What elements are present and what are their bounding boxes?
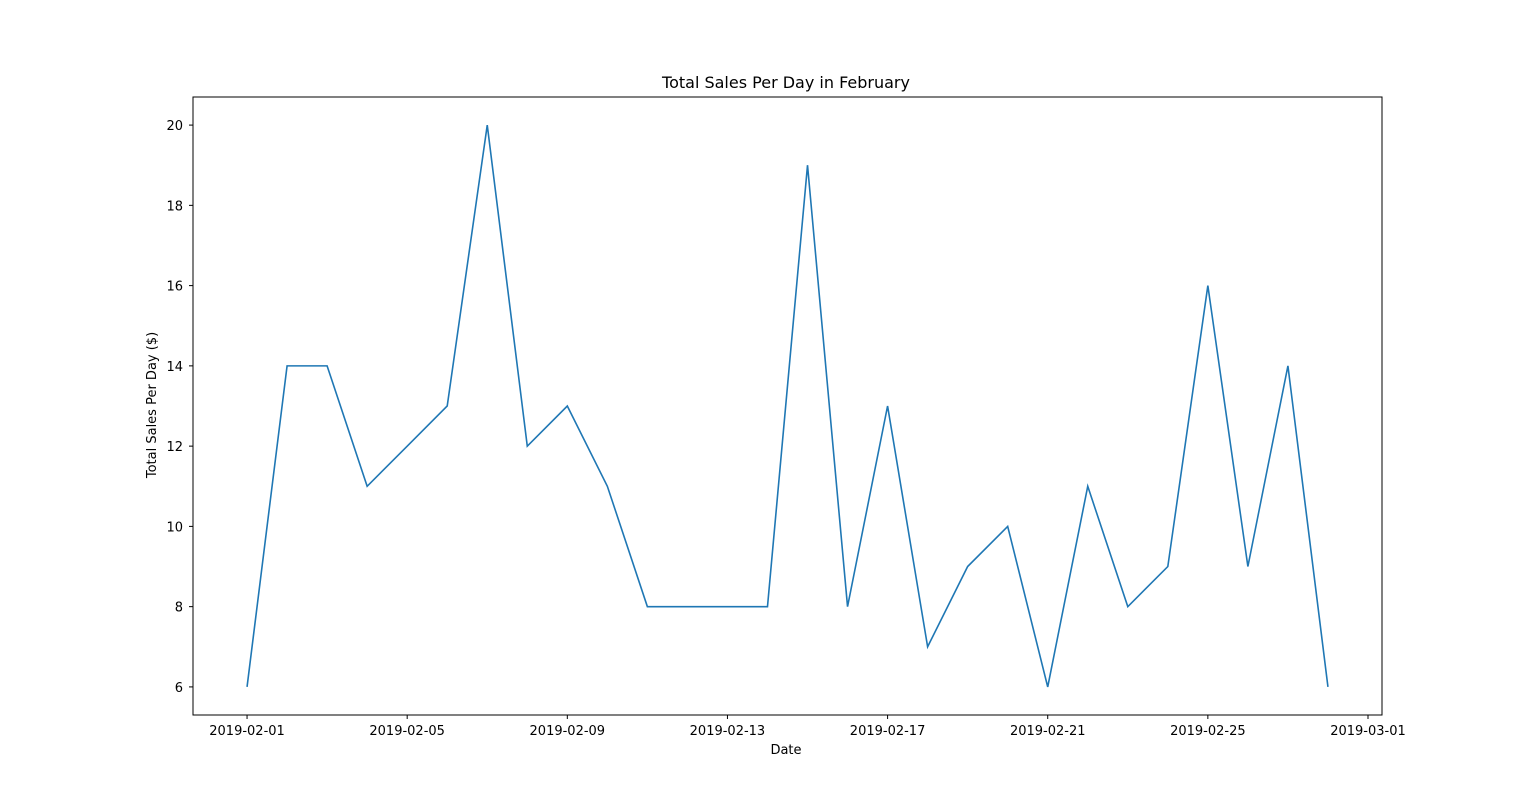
y-tick-label: 20 — [166, 119, 183, 134]
series-line — [246, 124, 1329, 688]
x-axis-title: Date — [770, 743, 801, 758]
x-tick-label: 2019-02-17 — [850, 724, 926, 739]
y-tick-label: 10 — [166, 520, 183, 535]
x-tick-label: 2019-02-05 — [369, 724, 445, 739]
x-tick-label: 2019-02-09 — [530, 724, 606, 739]
y-tick-label: 12 — [166, 440, 183, 455]
y-tick-label: 8 — [175, 601, 183, 616]
y-tick-label: 14 — [166, 360, 183, 375]
x-tick-label: 2019-02-21 — [1010, 724, 1086, 739]
plot-area: 6 8 10 12 14 16 18 20 2019-02-01 2019-02-05 2019-0… — [166, 96, 1406, 739]
y-tick-label: 16 — [166, 280, 183, 295]
chart-title: Total Sales Per Day in February — [661, 73, 910, 92]
y-tick-label: 6 — [175, 681, 183, 696]
plot-frame — [192, 96, 1383, 716]
x-tick-label: 2019-02-13 — [690, 724, 766, 739]
y-axis-title: Total Sales Per Day ($) — [145, 332, 160, 479]
y-tick-label: 18 — [166, 199, 183, 214]
x-tick-label: 2019-03-01 — [1330, 724, 1406, 739]
x-tick-label: 2019-02-25 — [1170, 724, 1246, 739]
x-tick-label: 2019-02-01 — [209, 724, 285, 739]
